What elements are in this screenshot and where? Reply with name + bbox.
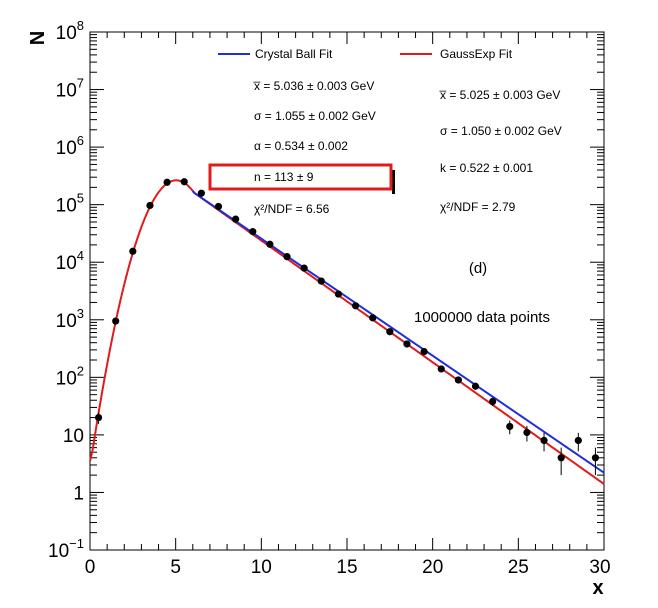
y-tick-label: 102	[56, 363, 84, 389]
data-point	[523, 428, 531, 437]
data-point	[197, 189, 205, 197]
data-point	[334, 290, 343, 298]
x-tick-label: 0	[85, 557, 96, 578]
data-point	[317, 277, 325, 285]
cb-sigma-text: σ = 1.055 ± 0.002 GeV	[254, 109, 376, 123]
data-point	[454, 376, 462, 384]
cb-alpha-text: α = 0.534 ± 0.002	[254, 139, 348, 153]
legend-gaussexp-label: GaussExp Fit	[440, 47, 513, 61]
data-point	[94, 413, 103, 422]
y-tick-label: 107	[56, 76, 84, 102]
x-tick-label: 25	[508, 557, 529, 578]
ge-mean-text: x̅ = 5.025 ± 0.003 GeV	[439, 88, 560, 102]
data-point	[420, 347, 428, 356]
data-points	[94, 178, 600, 476]
data-point	[214, 202, 223, 211]
y-tick-label: 104	[56, 248, 84, 274]
data-point	[437, 365, 445, 373]
data-point	[591, 454, 600, 462]
panel-label: (d)	[469, 260, 487, 277]
data-point	[232, 215, 240, 223]
data-point	[180, 178, 188, 186]
ge-sigma-text: σ = 1.050 ± 0.002 GeV	[440, 124, 562, 138]
ge-chi2-text: χ²/NDF = 2.79	[440, 200, 516, 214]
data-count-label: 1000000 data points	[414, 309, 550, 326]
legend: Crystal Ball Fit GaussExp Fit	[218, 47, 513, 61]
data-point	[471, 382, 480, 390]
highlight-box	[208, 163, 393, 191]
data-point	[146, 201, 154, 210]
y-tick-label: 108	[56, 18, 84, 44]
data-point	[506, 422, 514, 431]
y-axis-title: N	[27, 31, 49, 45]
data-point	[163, 178, 171, 186]
x-tick-label: 5	[170, 557, 181, 578]
cb-n-text: n = 113 ± 9	[254, 170, 314, 184]
x-axis-ticks	[89, 32, 605, 550]
x-axis-title: x	[592, 577, 603, 599]
data-point	[403, 340, 411, 348]
data-point	[574, 436, 582, 445]
y-tick-label: 10	[63, 426, 84, 447]
data-point	[557, 454, 565, 462]
y-tick-label: 106	[56, 133, 84, 159]
y-axis-ticks	[90, 31, 604, 551]
data-point	[266, 240, 274, 248]
x-tick-label: 10	[251, 557, 272, 578]
cb-mean-text: x̅ = 5.036 ± 0.003 GeV	[253, 79, 374, 93]
y-tick-label: 105	[56, 191, 84, 217]
data-point	[112, 317, 120, 325]
gaussexp-params: x̅ = 5.025 ± 0.003 GeV σ = 1.050 ± 0.002…	[439, 88, 562, 214]
cb-chi2-text: χ²/NDF = 6.56	[254, 202, 330, 216]
y-tick-label: 10−1	[48, 536, 84, 562]
x-tick-label: 15	[336, 557, 357, 578]
y-tick-label: 103	[56, 306, 84, 332]
highlight-box-shadow	[392, 170, 395, 194]
x-axis-tick-labels: 0 5 10 15 20 25 30	[85, 557, 611, 578]
y-tick-label: 1	[73, 483, 84, 504]
data-point	[300, 264, 308, 272]
data-point	[386, 328, 394, 336]
x-tick-label: 20	[422, 557, 443, 578]
data-point	[249, 228, 257, 236]
ge-k-text: k = 0.522 ± 0.001	[440, 161, 533, 175]
legend-crystal-ball-label: Crystal Ball Fit	[255, 47, 333, 61]
gaussexp-fit-curve	[89, 179, 605, 485]
crystal-ball-fit-tail	[192, 190, 605, 474]
crystal-ball-params: x̅ = 5.036 ± 0.003 GeV σ = 1.055 ± 0.002…	[208, 79, 395, 216]
data-point	[351, 302, 360, 310]
data-point	[489, 397, 497, 406]
data-point	[540, 436, 548, 445]
data-point	[129, 247, 137, 255]
x-tick-label: 30	[589, 557, 610, 578]
data-point	[369, 314, 377, 322]
data-point	[283, 253, 291, 261]
